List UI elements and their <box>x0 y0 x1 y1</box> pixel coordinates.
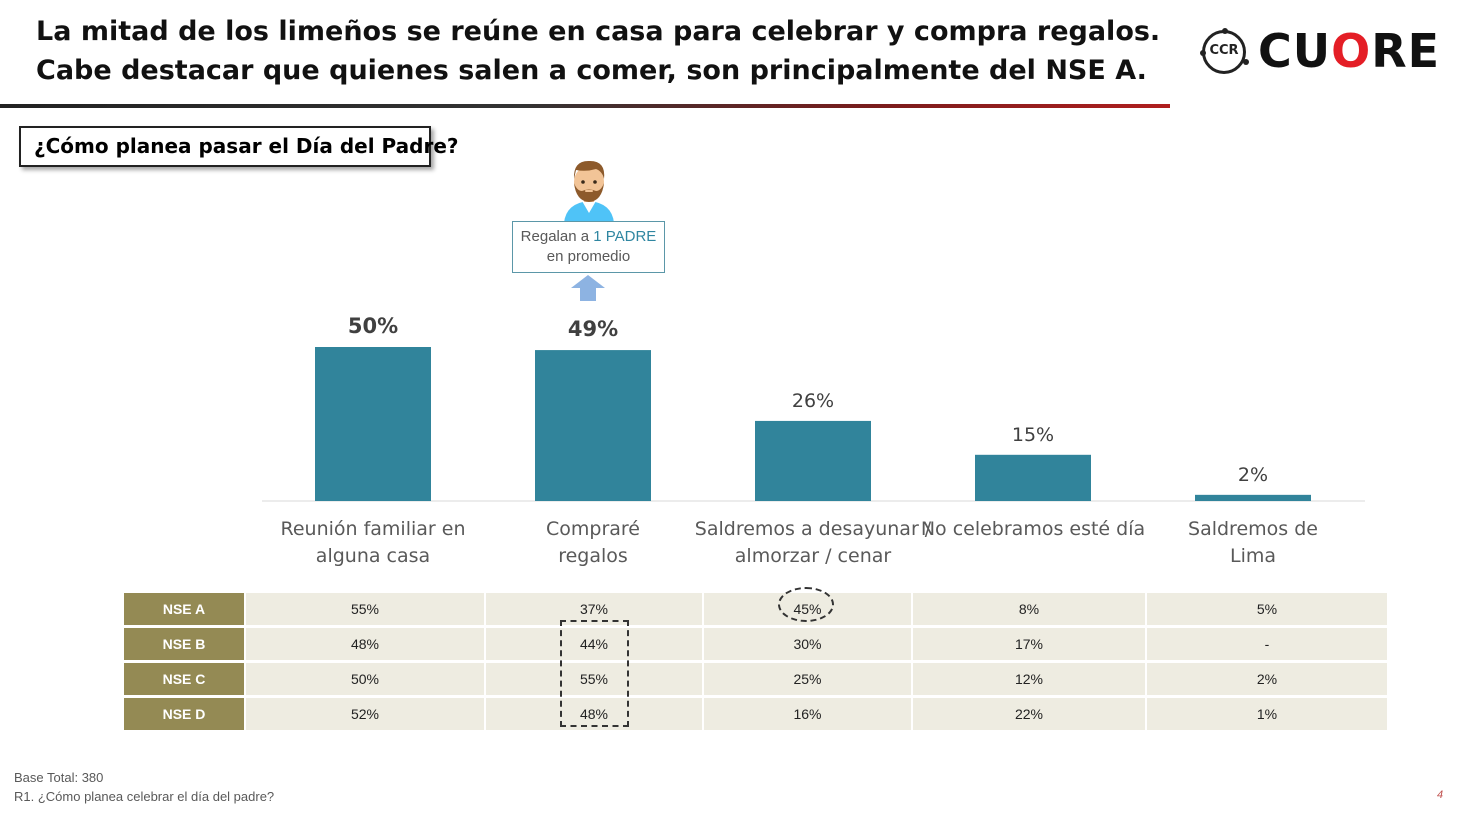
highlight-rect <box>560 620 629 727</box>
category-label-3-0: No celebramos esté día <box>921 518 1145 540</box>
nse-cell: 2% <box>1147 663 1389 698</box>
slide-title: La mitad de los limeños se reúne en casa… <box>36 12 1161 90</box>
callout-box: Regalan a 1 PADRE en promedio <box>512 221 665 273</box>
logo-wordmark: CUORE <box>1258 24 1441 78</box>
nse-row-label: NSE C <box>124 663 246 698</box>
man-avatar-icon <box>564 160 614 223</box>
category-label-1-0: Compraré <box>546 518 640 540</box>
value-label-0: 50% <box>348 314 398 338</box>
highlight-circle <box>778 587 834 622</box>
up-arrow-icon <box>571 275 605 301</box>
cuore-logo: CCR CUORE <box>1200 24 1442 84</box>
nse-cell: 37% <box>486 593 704 628</box>
category-label-0-0: Reunión familiar en <box>280 518 465 540</box>
bar-1 <box>535 350 651 501</box>
page-number: 4 <box>1437 789 1444 801</box>
nse-row-label: NSE D <box>124 698 246 733</box>
nse-cell: 17% <box>913 628 1147 663</box>
nse-row: NSE D 52% 48% 16% 22% 1% <box>124 698 1389 733</box>
category-label-2-1: almorzar / cenar <box>735 545 892 567</box>
value-label-4: 2% <box>1238 464 1268 486</box>
bar-0 <box>315 347 431 501</box>
callout-text-after: en promedio <box>546 248 631 265</box>
nse-row: NSE B 48% 44% 30% 17% - <box>124 628 1389 663</box>
nse-cell: 52% <box>246 698 486 733</box>
nse-cell: 22% <box>913 698 1147 733</box>
category-label-4-1: Lima <box>1230 545 1276 567</box>
nse-cell: 5% <box>1147 593 1389 628</box>
nse-cell: 1% <box>1147 698 1389 733</box>
bar-2 <box>755 420 871 501</box>
nse-cell: 30% <box>704 628 913 663</box>
title-divider <box>0 104 1170 108</box>
nse-table: NSE A 55% 37% 45% 8% 5% NSE B 48% 44% 30% 17% - NSE … <box>124 593 1389 733</box>
nse-row: NSE A 55% 37% 45% 8% 5% <box>124 593 1389 628</box>
callout-highlight: 1 PADRE <box>593 228 657 245</box>
value-label-2: 26% <box>792 390 834 412</box>
nse-cell: 55% <box>246 593 486 628</box>
category-label-4-0: Saldremos de <box>1188 518 1318 540</box>
nse-row: NSE C 50% 55% 25% 12% 2% <box>124 663 1389 698</box>
nse-row-label: NSE B <box>124 628 246 663</box>
category-label-0-1: alguna casa <box>316 545 430 567</box>
category-label-1-1: regalos <box>558 545 628 567</box>
nse-cell: 25% <box>704 663 913 698</box>
question-note: R1. ¿Cómo planea celebrar el día del pad… <box>14 789 275 804</box>
value-label-1: 49% <box>568 317 618 341</box>
question-box: ¿Cómo planea pasar el Día del Padre? <box>19 126 459 167</box>
bar-3 <box>975 454 1091 501</box>
category-label-2-0: Saldremos a desayunar / <box>695 518 932 540</box>
bar-4 <box>1195 494 1311 501</box>
nse-cell: 12% <box>913 663 1147 698</box>
nse-cell: 16% <box>704 698 913 733</box>
nse-cell: 8% <box>913 593 1147 628</box>
base-note: Base Total: 380 <box>14 770 104 785</box>
title-line-1: La mitad de los limeños se reúne en casa… <box>36 16 1161 47</box>
value-label-3: 15% <box>1012 424 1054 446</box>
bar-chart: 50% Reunión familiar en alguna casa 49% Comp… <box>262 314 1365 567</box>
nse-cell: 44% <box>486 628 704 663</box>
nse-cell: 48% <box>246 628 486 663</box>
nse-row-label: NSE A <box>124 593 246 628</box>
nse-cell: 55% <box>486 663 704 698</box>
nse-cell: 50% <box>246 663 486 698</box>
title-line-2: Cabe destacar que quienes salen a comer,… <box>36 55 1147 86</box>
nse-cell: 48% <box>486 698 704 733</box>
ccr-badge-icon: CCR <box>1200 28 1249 74</box>
nse-cell: - <box>1147 628 1389 663</box>
